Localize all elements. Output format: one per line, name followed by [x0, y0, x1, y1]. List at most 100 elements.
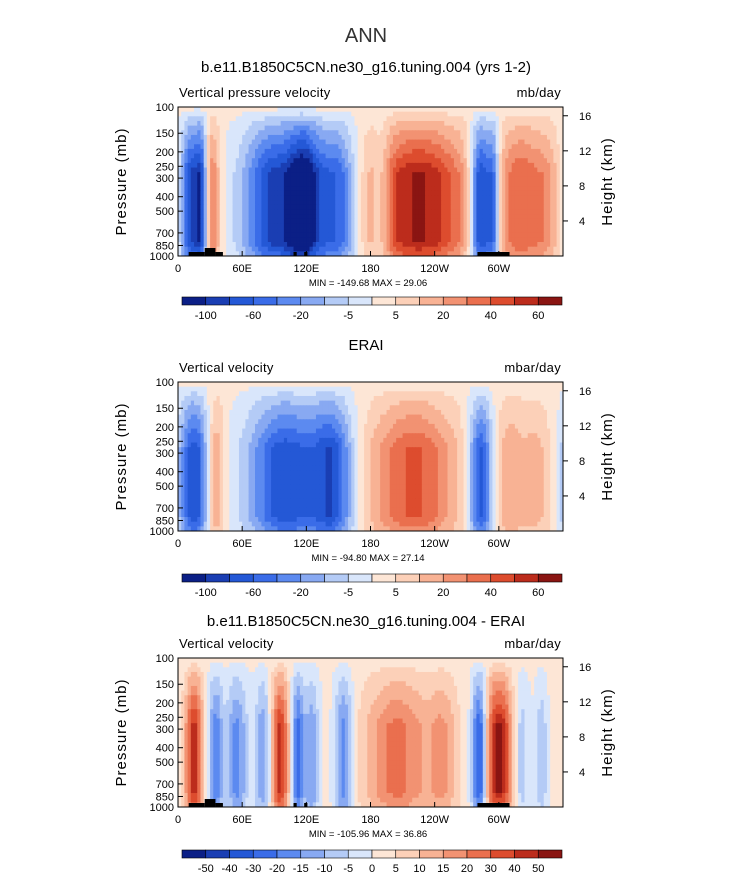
- heatmap-cell: [332, 186, 336, 192]
- heatmap-cell: [380, 158, 384, 164]
- heatmap-cell: [447, 181, 452, 187]
- heatmap-cell: [242, 395, 246, 402]
- heatmap-cell: [213, 130, 217, 136]
- heatmap-cell: [447, 204, 452, 210]
- heatmap-cell: [540, 162, 545, 168]
- heatmap-cell: [261, 232, 266, 238]
- heatmap-cell: [444, 153, 448, 159]
- heatmap-cell: [251, 181, 256, 187]
- heatmap-cell: [409, 409, 413, 415]
- heatmap-cell: [232, 190, 237, 196]
- heatmap-cell: [306, 218, 310, 224]
- heatmap-cell: [328, 172, 333, 178]
- heatmap-cell: [312, 237, 317, 243]
- heatmap-cell: [181, 204, 185, 210]
- heatmap-cell: [290, 395, 294, 402]
- heatmap-cell: [296, 144, 301, 150]
- heatmap-cell: [376, 419, 381, 425]
- heatmap-cell: [216, 386, 221, 392]
- heatmap-cell: [360, 251, 365, 257]
- heatmap-cell: [248, 190, 253, 196]
- heatmap-cell: [178, 186, 182, 192]
- heatmap-cell: [486, 405, 490, 411]
- heatmap-cell: [267, 186, 272, 192]
- heatmap-cell: [466, 405, 471, 411]
- heatmap-cell: [518, 419, 522, 425]
- heatmap-cell: [396, 386, 400, 392]
- heatmap-cell: [222, 204, 227, 210]
- heatmap-cell: [460, 395, 464, 402]
- heatmap-cell: [457, 218, 461, 224]
- heatmap-cell: [299, 414, 304, 420]
- heatmap-cell: [444, 386, 448, 392]
- heatmap-cell: [299, 395, 304, 402]
- heatmap-cell: [418, 405, 423, 411]
- heatmap-cell: [338, 223, 343, 229]
- heatmap-cell: [405, 167, 410, 173]
- heatmap-cell: [546, 237, 551, 243]
- heatmap-cell: [514, 409, 519, 415]
- heatmap-cell: [441, 400, 445, 406]
- heatmap-cell: [508, 167, 513, 173]
- heatmap-cell: [466, 172, 471, 178]
- heatmap-cell: [380, 107, 384, 113]
- heatmap-cell: [341, 195, 346, 201]
- heatmap-cell: [277, 232, 282, 238]
- heatmap-cell: [357, 162, 362, 168]
- heatmap-cell: [261, 242, 266, 248]
- heatmap-cell: [486, 116, 490, 122]
- heatmap-cell: [405, 237, 410, 243]
- heatmap-cell: [303, 176, 307, 182]
- heatmap-cell: [213, 116, 217, 122]
- heatmap-cell: [441, 162, 445, 168]
- heatmap-cell: [447, 172, 452, 178]
- heatmap-cell: [556, 209, 561, 215]
- heatmap-cell: [463, 125, 468, 131]
- heatmap-cell: [389, 400, 394, 406]
- heatmap-cell: [505, 176, 509, 182]
- heatmap-cell: [341, 242, 346, 248]
- heatmap-cell: [299, 116, 304, 122]
- heatmap-cell: [421, 409, 426, 415]
- heatmap-cell: [418, 218, 423, 224]
- heatmap-cell: [553, 120, 557, 127]
- heatmap-cell: [550, 395, 554, 402]
- heatmap-cell: [409, 181, 413, 187]
- heatmap-cell: [357, 195, 362, 201]
- heatmap-cell: [553, 228, 557, 234]
- heatmap-cell: [450, 237, 455, 243]
- heatmap-cell: [396, 144, 400, 150]
- heatmap-cell: [466, 195, 471, 201]
- heatmap-cell: [338, 172, 343, 178]
- heatmap-cell: [235, 195, 240, 201]
- heatmap-cell: [194, 111, 198, 117]
- heatmap-cell: [530, 209, 535, 215]
- heatmap-cell: [200, 134, 205, 140]
- heatmap-cell: [373, 153, 378, 159]
- heatmap-cell: [399, 130, 403, 136]
- heatmap-cell: [550, 186, 554, 192]
- heatmap-cell: [441, 232, 445, 238]
- heatmap-cell: [325, 251, 330, 257]
- heatmap-cell: [428, 125, 432, 131]
- heatmap-cell: [348, 237, 352, 243]
- heatmap-cell: [498, 148, 503, 154]
- heatmap-cell: [518, 144, 522, 150]
- heatmap-cell: [226, 111, 230, 117]
- heatmap-cell: [418, 158, 423, 164]
- heatmap-cell: [376, 167, 381, 173]
- heatmap-cell: [303, 144, 307, 150]
- heatmap-cell: [187, 200, 192, 206]
- heatmap-cell: [274, 153, 278, 159]
- heatmap-cell: [540, 195, 545, 201]
- heatmap-cell: [251, 382, 256, 388]
- heatmap-cell: [245, 181, 249, 187]
- heatmap-cell: [216, 107, 221, 113]
- heatmap-cell: [444, 181, 448, 187]
- heatmap-cell: [457, 405, 461, 411]
- heatmap-cell: [232, 181, 237, 187]
- heatmap-cell: [444, 195, 448, 201]
- heatmap-cell: [357, 214, 362, 220]
- heatmap-cell: [546, 409, 551, 415]
- heatmap-cell: [518, 158, 522, 164]
